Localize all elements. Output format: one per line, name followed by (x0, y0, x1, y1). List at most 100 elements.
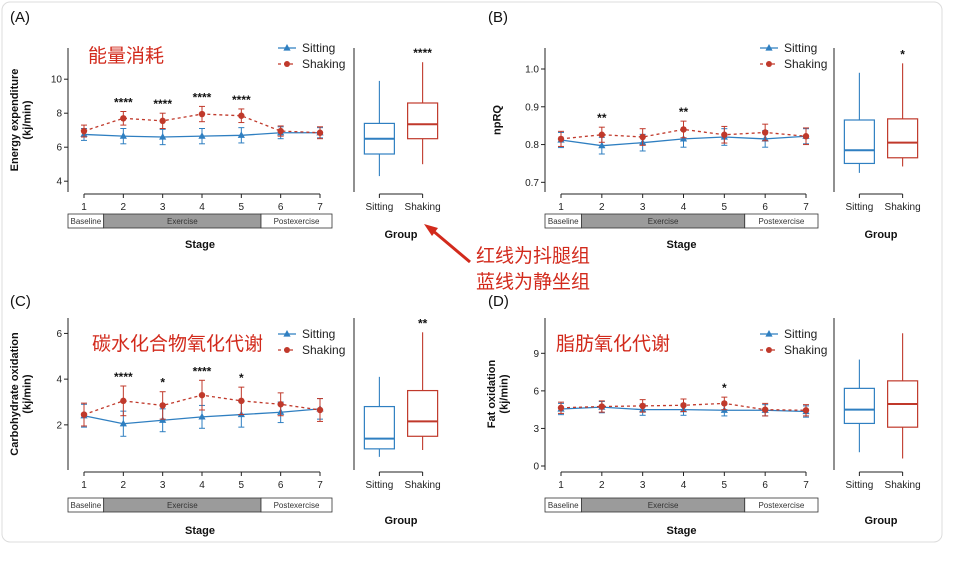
significance-stars: ** (597, 111, 607, 125)
legend-marker-shaking (766, 61, 772, 67)
x-tick-label: 4 (199, 202, 205, 213)
y-tick-label: 0.8 (525, 140, 539, 151)
group-significance-stars: * (900, 47, 905, 61)
significance-stars: **** (232, 93, 251, 107)
legend-label-shaking: Shaking (302, 343, 345, 357)
y-axis-title-line: npRQ (491, 105, 503, 135)
stage-exercise-label: Exercise (648, 501, 679, 510)
data-point-shaking (316, 129, 324, 136)
significance-stars: **** (193, 90, 212, 104)
stage-exercise-label: Exercise (167, 501, 198, 510)
x-axis-title: Stage (667, 239, 697, 251)
data-point-shaking (639, 402, 646, 410)
x-tick-label: 3 (640, 202, 646, 213)
annotation-text-line1: 红线为抖腿组 (476, 245, 590, 267)
panel-label: (B) (488, 9, 508, 26)
x-tick-label: 1 (558, 480, 564, 491)
y-tick-label: 3 (533, 424, 539, 435)
data-point-shaking (159, 402, 166, 409)
group-significance-stars: ** (418, 316, 428, 330)
legend-label-shaking: Shaking (784, 343, 827, 357)
y-axis-title-line: Fat oxidation (486, 360, 498, 429)
legend-marker-shaking (284, 61, 290, 67)
data-point-shaking (120, 397, 127, 405)
x-tick-label: 6 (762, 480, 768, 491)
data-point-shaking (557, 404, 565, 411)
stage-baseline-label: Baseline (548, 501, 579, 510)
legend-marker-sitting (283, 330, 291, 337)
data-point-sitting (237, 131, 245, 138)
data-point-shaking (238, 112, 245, 119)
y-axis-title-line: (kj/min) (21, 374, 33, 413)
panel-title-cn: 脂肪氧化代谢 (556, 333, 670, 355)
x-tick-label: 2 (599, 480, 605, 491)
data-point-shaking (680, 126, 687, 133)
data-point-shaking (316, 406, 324, 414)
data-point-shaking (761, 406, 769, 413)
group-axis-title: Group (385, 229, 418, 241)
data-point-shaking (639, 133, 646, 141)
y-tick-label: 0.7 (525, 178, 539, 189)
x-axis-title: Stage (185, 525, 215, 537)
y-tick-label: 4 (56, 177, 62, 188)
data-point-shaking (721, 131, 728, 138)
x-tick-label: 7 (803, 202, 809, 213)
y-tick-label: 6 (56, 329, 62, 340)
significance-stars: **** (114, 96, 133, 110)
legend-label-sitting: Sitting (302, 41, 335, 55)
stage-exercise-label: Exercise (167, 217, 198, 226)
x-tick-label: 1 (81, 202, 87, 213)
y-tick-label: 8 (56, 109, 62, 120)
data-point-shaking (557, 135, 565, 143)
x-tick-label: 7 (317, 202, 323, 213)
legend-label-shaking: Shaking (784, 57, 827, 71)
y-axis-title-line: (kj/min) (21, 100, 33, 139)
x-tick-label: 2 (121, 480, 127, 491)
x-tick-label: 5 (239, 202, 245, 213)
x-tick-label: 1 (81, 480, 87, 491)
x-tick-label: 3 (160, 480, 166, 491)
y-tick-label: 0.9 (525, 102, 539, 113)
data-point-shaking (598, 131, 606, 138)
x-tick-label: 7 (803, 480, 809, 491)
box-shaking (887, 118, 919, 159)
stage-baseline-label: Baseline (70, 501, 101, 510)
data-point-sitting (598, 141, 606, 149)
y-axis-title: Carbohydrate oxidation(kj/min) (9, 332, 34, 456)
panel-label: (C) (10, 293, 31, 310)
box-sitting (843, 387, 875, 425)
data-point-sitting (119, 419, 127, 427)
group-x-tick-label: Shaking (405, 202, 441, 213)
box-sitting (843, 119, 875, 165)
x-tick-label: 4 (681, 480, 687, 491)
stage-postexercise-label: Postexercise (274, 501, 320, 510)
stage-postexercise-box (260, 497, 333, 513)
group-axis-title: Group (385, 515, 418, 527)
y-axis-title: npRQ (491, 105, 503, 135)
panel-title-cn: 碳水化合物氧化代谢 (92, 333, 263, 355)
x-tick-label: 4 (681, 202, 687, 213)
y-tick-label: 1.0 (525, 65, 539, 76)
y-tick-label: 9 (533, 349, 539, 360)
legend-label-sitting: Sitting (784, 327, 817, 341)
panel-label: (A) (10, 9, 30, 26)
stage-postexercise-label: Postexercise (758, 501, 804, 510)
data-point-sitting (119, 132, 127, 139)
data-point-shaking (721, 400, 728, 407)
x-tick-label: 6 (278, 202, 284, 213)
significance-stars: **** (193, 364, 212, 378)
x-tick-label: 6 (278, 480, 284, 491)
legend-marker-sitting (765, 44, 773, 51)
data-point-sitting (198, 132, 206, 139)
data-point-shaking (680, 402, 687, 409)
legend-marker-shaking (284, 347, 290, 353)
significance-stars: ** (679, 105, 689, 119)
y-tick-label: 6 (56, 143, 62, 154)
x-tick-label: 2 (121, 202, 127, 213)
data-point-shaking (80, 127, 88, 135)
x-tick-label: 3 (160, 202, 166, 213)
significance-stars: * (722, 381, 727, 395)
box-sitting (363, 405, 395, 450)
legend-label-sitting: Sitting (784, 41, 817, 55)
